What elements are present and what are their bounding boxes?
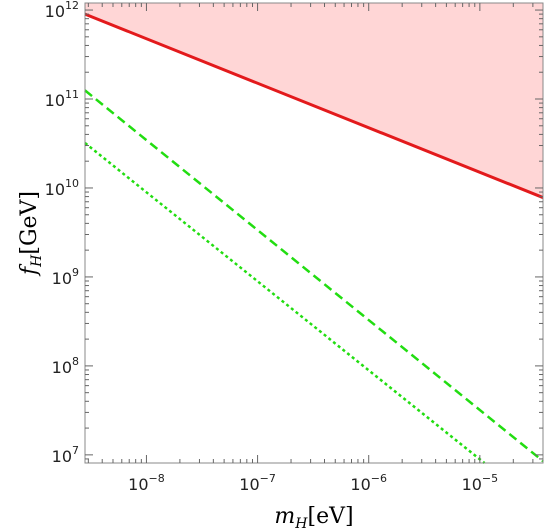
x-tick-label: 10−5 [462,472,499,494]
y-axis-title: fH[GeV] [17,191,45,277]
series-dashed-line [84,89,544,463]
x-tick-label: 10−6 [350,472,387,494]
ticks-layer: 10−8 10−7 10−6 10−5 107 108 109 1010 1011 1012 [45,0,543,494]
plot-frame [84,2,544,464]
y-tick-label: 1010 [45,177,79,199]
x-tick-label: 10−8 [128,472,165,494]
y-tick-label: 109 [52,266,79,288]
series-upper-limit-line [84,12,544,199]
x-tick-label: 10−7 [239,472,276,494]
excluded-region [85,3,543,198]
x-axis-title: mH[eV] [274,504,353,530]
y-tick-label: 107 [52,444,79,466]
series-layer [84,12,544,464]
y-tick-label: 108 [52,355,79,377]
y-tick-label: 1012 [45,0,79,21]
y-tick-label: 1011 [45,88,79,110]
series-dotted-line [84,142,486,464]
